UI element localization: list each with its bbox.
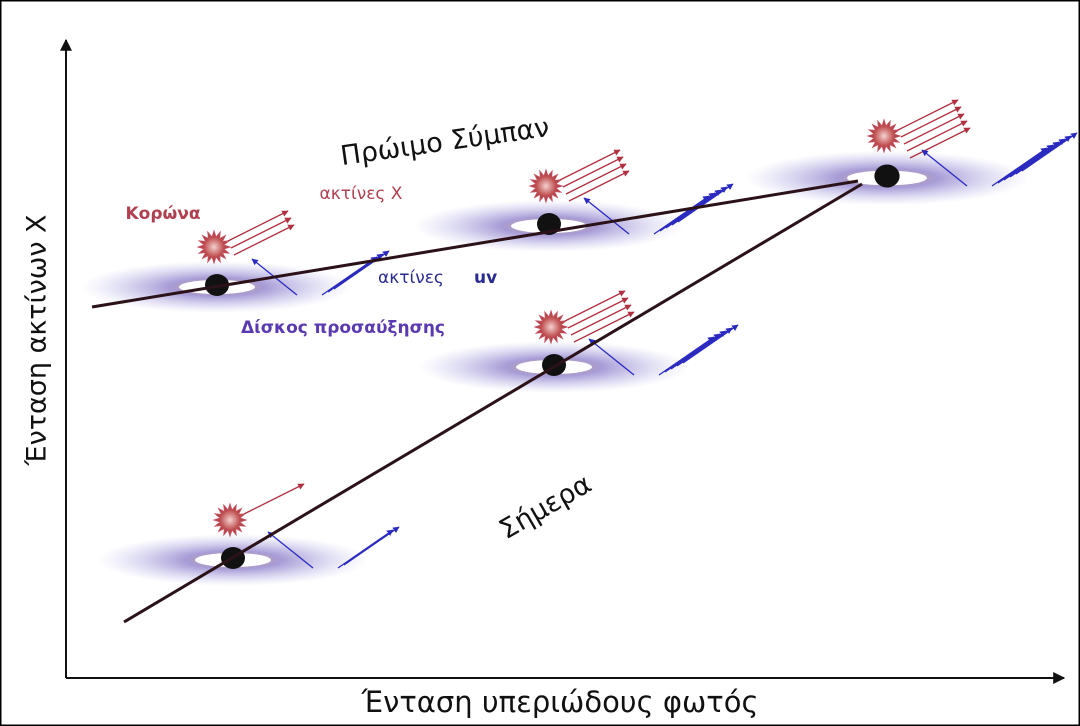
corona-label: Κορώνα xyxy=(125,204,200,224)
x-rays-label: ακτίνες X xyxy=(320,184,403,204)
disk-label: Δίσκος προσαύξησης xyxy=(241,318,445,338)
x-ray-arrow xyxy=(900,106,962,138)
uv-arrow-out xyxy=(682,324,739,364)
early-universe-line xyxy=(91,179,859,309)
uv-arrow-out xyxy=(337,529,394,569)
agn xyxy=(414,149,734,252)
x-ray-arrow xyxy=(230,217,292,249)
uv-rays-bold: uv xyxy=(474,268,497,288)
x-ray-arrow xyxy=(559,149,621,181)
uv-arrow-out xyxy=(997,144,1054,184)
today-label: Σήμερα xyxy=(494,468,597,545)
y-axis-label: Ένταση ακτίνων X xyxy=(22,214,53,466)
uv-arrow-out xyxy=(676,327,733,367)
today-line xyxy=(123,182,863,624)
corona xyxy=(196,229,232,265)
x-ray-arrow xyxy=(903,113,965,145)
corona xyxy=(533,309,569,345)
x-ray-arrow xyxy=(227,210,289,242)
uv-arrow-out xyxy=(658,336,715,376)
agn-groups xyxy=(82,99,1078,586)
x-ray-arrow xyxy=(570,304,632,336)
x-ray-arrow xyxy=(567,297,629,329)
uv-arrow-out xyxy=(1003,141,1060,181)
uv-arrow-out xyxy=(333,250,390,290)
agn xyxy=(82,210,390,313)
uv-arrow-out xyxy=(677,183,734,223)
x-axis-label: Ένταση υπεριώδους φωτός xyxy=(361,685,759,719)
uv-rays-label: ακτίνες xyxy=(378,268,444,288)
x-ray-arrow xyxy=(906,120,968,152)
x-ray-arrow xyxy=(564,290,626,322)
x-ray-arrow xyxy=(562,156,624,188)
agn xyxy=(745,99,1078,206)
uv-arrow-out xyxy=(1009,138,1066,178)
agn xyxy=(98,483,400,586)
x-ray-arrow xyxy=(233,224,295,256)
x-ray-arrow xyxy=(909,127,971,159)
early-universe-label: Πρώιμο Σύμπαν xyxy=(338,112,551,172)
uv-arrow-in xyxy=(583,197,630,235)
x-ray-arrow xyxy=(243,483,305,515)
uv-arrow-in xyxy=(921,149,968,187)
uv-arrow-out xyxy=(321,256,378,296)
x-ray-arrow xyxy=(565,163,627,195)
agn xyxy=(419,290,739,393)
uv-arrow-out xyxy=(664,333,721,373)
x-ray-arrow xyxy=(573,311,635,343)
x-ray-arrow xyxy=(897,99,959,131)
uv-arrow-out xyxy=(653,195,710,235)
uv-arrow-out xyxy=(1015,135,1072,175)
uv-arrow-out xyxy=(659,192,716,232)
uv-arrow-out xyxy=(991,147,1048,187)
uv-arrow-out xyxy=(1021,132,1078,172)
corona xyxy=(528,168,564,204)
corona xyxy=(866,118,902,154)
corona xyxy=(212,502,248,538)
x-ray-arrow xyxy=(568,170,630,202)
uv-arrow-out xyxy=(670,330,727,370)
uv-arrow-out xyxy=(343,526,400,566)
uv-arrow-in xyxy=(267,531,314,569)
uv-arrow-in xyxy=(588,338,635,376)
black-hole xyxy=(874,164,900,188)
